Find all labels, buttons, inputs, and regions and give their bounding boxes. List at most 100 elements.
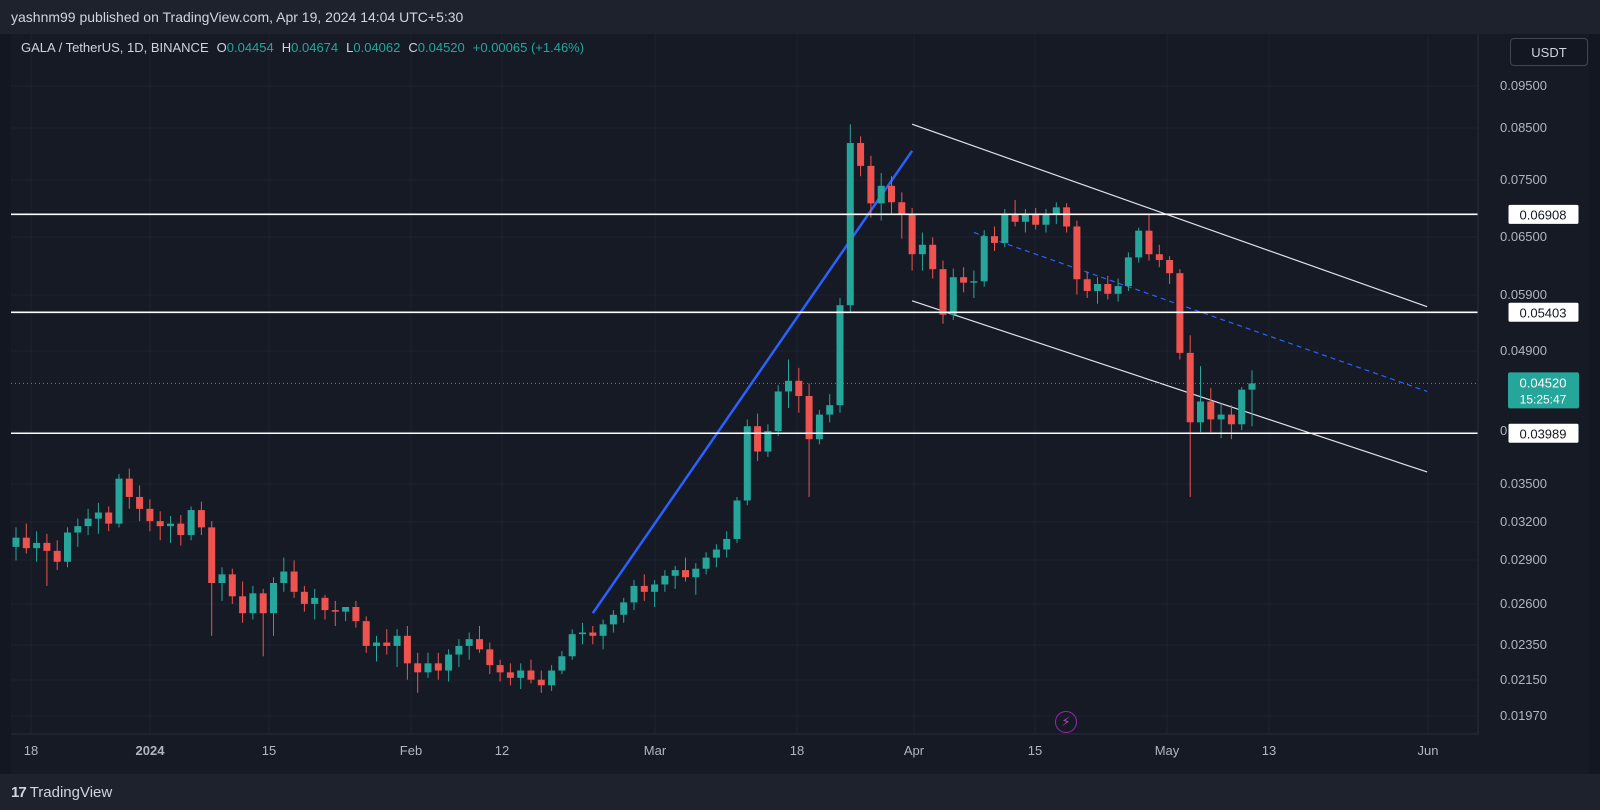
tradingview-logo[interactable]: 17 TradingView	[11, 784, 112, 801]
current-price-value: 0.04520	[1520, 375, 1567, 390]
candle-body	[1186, 352, 1194, 423]
candle-body	[815, 414, 823, 440]
candle-1	[22, 523, 30, 554]
candle-body	[712, 549, 720, 558]
candle-body	[270, 583, 277, 614]
candle-body	[723, 538, 731, 550]
candle-body	[228, 574, 236, 597]
candle-body	[826, 405, 834, 415]
candle-67	[702, 552, 710, 575]
candle-body	[795, 380, 803, 396]
candle-body	[43, 542, 51, 551]
currency-button[interactable]: USDT	[1510, 38, 1588, 66]
candle-69	[723, 531, 731, 558]
candle-58	[609, 610, 617, 633]
candle-40	[424, 652, 432, 678]
candle-body	[1217, 414, 1225, 420]
open-value: 0.04454	[226, 40, 274, 55]
candle-50	[527, 659, 535, 684]
candle-80	[836, 298, 844, 413]
candle-89	[929, 237, 937, 279]
candle-12	[136, 485, 144, 522]
candle-body	[1114, 286, 1122, 294]
candle-93	[970, 270, 978, 299]
candle-body	[702, 557, 710, 569]
candle-96	[1001, 209, 1009, 248]
close-value: 0.04520	[417, 40, 465, 55]
candle-110	[1145, 214, 1153, 261]
candle-body	[888, 185, 895, 203]
candle-7	[84, 508, 92, 536]
candle-body	[64, 532, 71, 562]
candle-91	[949, 268, 957, 320]
price-label-box	[1507, 203, 1580, 225]
publisher-line: yashnm99 published on TradingView.com, A…	[11, 9, 464, 25]
candle-81	[846, 124, 854, 313]
candle-88	[918, 232, 926, 271]
candle-body	[671, 570, 679, 576]
candle-body	[434, 663, 442, 671]
candle-26	[280, 557, 288, 592]
candle-body	[949, 277, 957, 315]
candle-90	[939, 260, 947, 324]
candle-body	[908, 214, 916, 255]
candle-87	[908, 207, 916, 271]
candle-5	[64, 527, 71, 568]
time-tick-label: May	[1155, 743, 1180, 758]
price-tick-label: 0.01970	[1500, 708, 1547, 723]
low-label: L	[346, 40, 354, 55]
candle-body	[857, 143, 865, 166]
candle-39	[414, 652, 422, 693]
time-tick-label: Jun	[1418, 743, 1439, 758]
time-tick-label: 18	[790, 743, 804, 758]
candle-106	[1104, 275, 1112, 300]
candle-body	[22, 537, 30, 549]
candle-43	[455, 639, 463, 667]
candle-body	[33, 542, 41, 549]
candle-107	[1114, 278, 1122, 302]
candle-body	[558, 656, 566, 671]
candle-8	[94, 502, 102, 534]
candle-109	[1135, 227, 1143, 263]
candle-55	[579, 622, 586, 645]
candle-100	[1042, 209, 1050, 233]
candle-body	[311, 597, 319, 604]
candle-body	[846, 143, 854, 306]
candle-body	[1063, 207, 1071, 227]
lightning-bolt-icon[interactable]: ⚡	[1055, 711, 1077, 733]
candle-body	[105, 512, 113, 524]
candle-body	[74, 526, 82, 533]
candle-body	[836, 305, 844, 406]
candle-body	[548, 670, 556, 686]
candle-44	[465, 632, 473, 660]
candle-48	[506, 663, 514, 686]
high-value: 0.04674	[291, 40, 339, 55]
candle-60	[630, 580, 638, 611]
price-tick-label: 0.07500	[1500, 172, 1547, 187]
drawings	[591, 123, 1428, 614]
close-label: C	[408, 40, 418, 55]
candle-4	[53, 540, 61, 571]
chart-area[interactable]	[11, 34, 1589, 774]
candle-31	[331, 600, 339, 626]
high-label: H	[281, 40, 292, 55]
candle-94	[980, 230, 988, 287]
price-label-text: 0.05403	[1520, 305, 1567, 320]
candle-46	[486, 642, 494, 675]
price-tick-label: 0.02600	[1500, 596, 1547, 611]
low-value: 0.04062	[353, 40, 401, 55]
candle-body	[1207, 401, 1215, 420]
candle-body	[445, 654, 453, 671]
candle-33	[352, 600, 360, 628]
time-tick-label: Feb	[400, 743, 422, 758]
candle-29	[311, 588, 319, 620]
price-tick-label: 0.02150	[1500, 672, 1547, 687]
candle-2	[33, 531, 41, 562]
candle-116	[1207, 387, 1215, 433]
candle-82	[857, 136, 865, 177]
channel-lower-line	[911, 300, 1428, 473]
candle-105	[1094, 277, 1101, 304]
price-tick-label: 0.02350	[1500, 637, 1547, 652]
candle-body	[527, 670, 535, 680]
